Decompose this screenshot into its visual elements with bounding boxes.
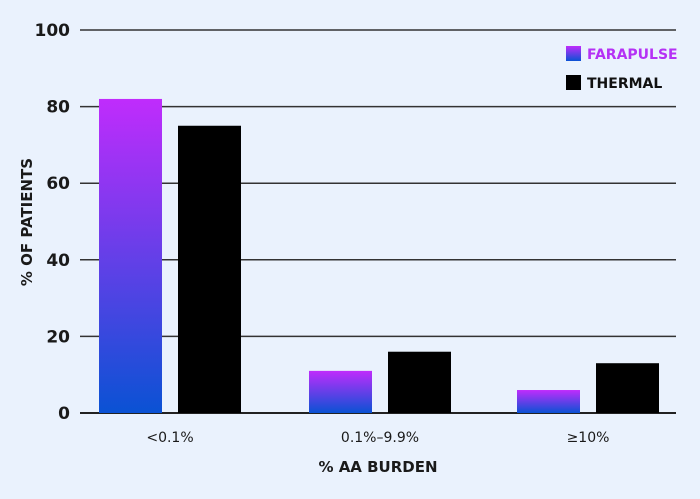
- legend: FARAPULSE THERMAL: [566, 46, 678, 92]
- legend-label-thermal: THERMAL: [587, 76, 662, 92]
- x-tick-label: ≥10%: [567, 430, 610, 446]
- bar-farapulse: [309, 370, 372, 413]
- bar-farapulse: [517, 390, 580, 413]
- y-tick-label: 20: [46, 327, 70, 347]
- bar-thermal: [596, 363, 659, 413]
- legend-swatch-thermal: [566, 75, 581, 90]
- x-tick-label: <0.1%: [146, 430, 193, 446]
- y-tick-label: 0: [58, 404, 70, 424]
- x-axis-label: % AA BURDEN: [318, 458, 437, 476]
- y-tick-label: 100: [35, 21, 71, 41]
- bar-thermal: [178, 125, 241, 413]
- y-tick-label: 40: [46, 251, 70, 271]
- bar-farapulse: [99, 98, 162, 413]
- legend-label-farapulse: FARAPULSE: [587, 47, 678, 63]
- x-tick-label: 0.1%–9.9%: [341, 430, 419, 446]
- legend-swatch-farapulse: [566, 46, 581, 61]
- bar-thermal: [388, 351, 451, 413]
- y-tick-label: 80: [46, 98, 70, 118]
- y-axis-label: % OF PATIENTS: [18, 158, 36, 286]
- y-tick-label: 60: [46, 174, 70, 194]
